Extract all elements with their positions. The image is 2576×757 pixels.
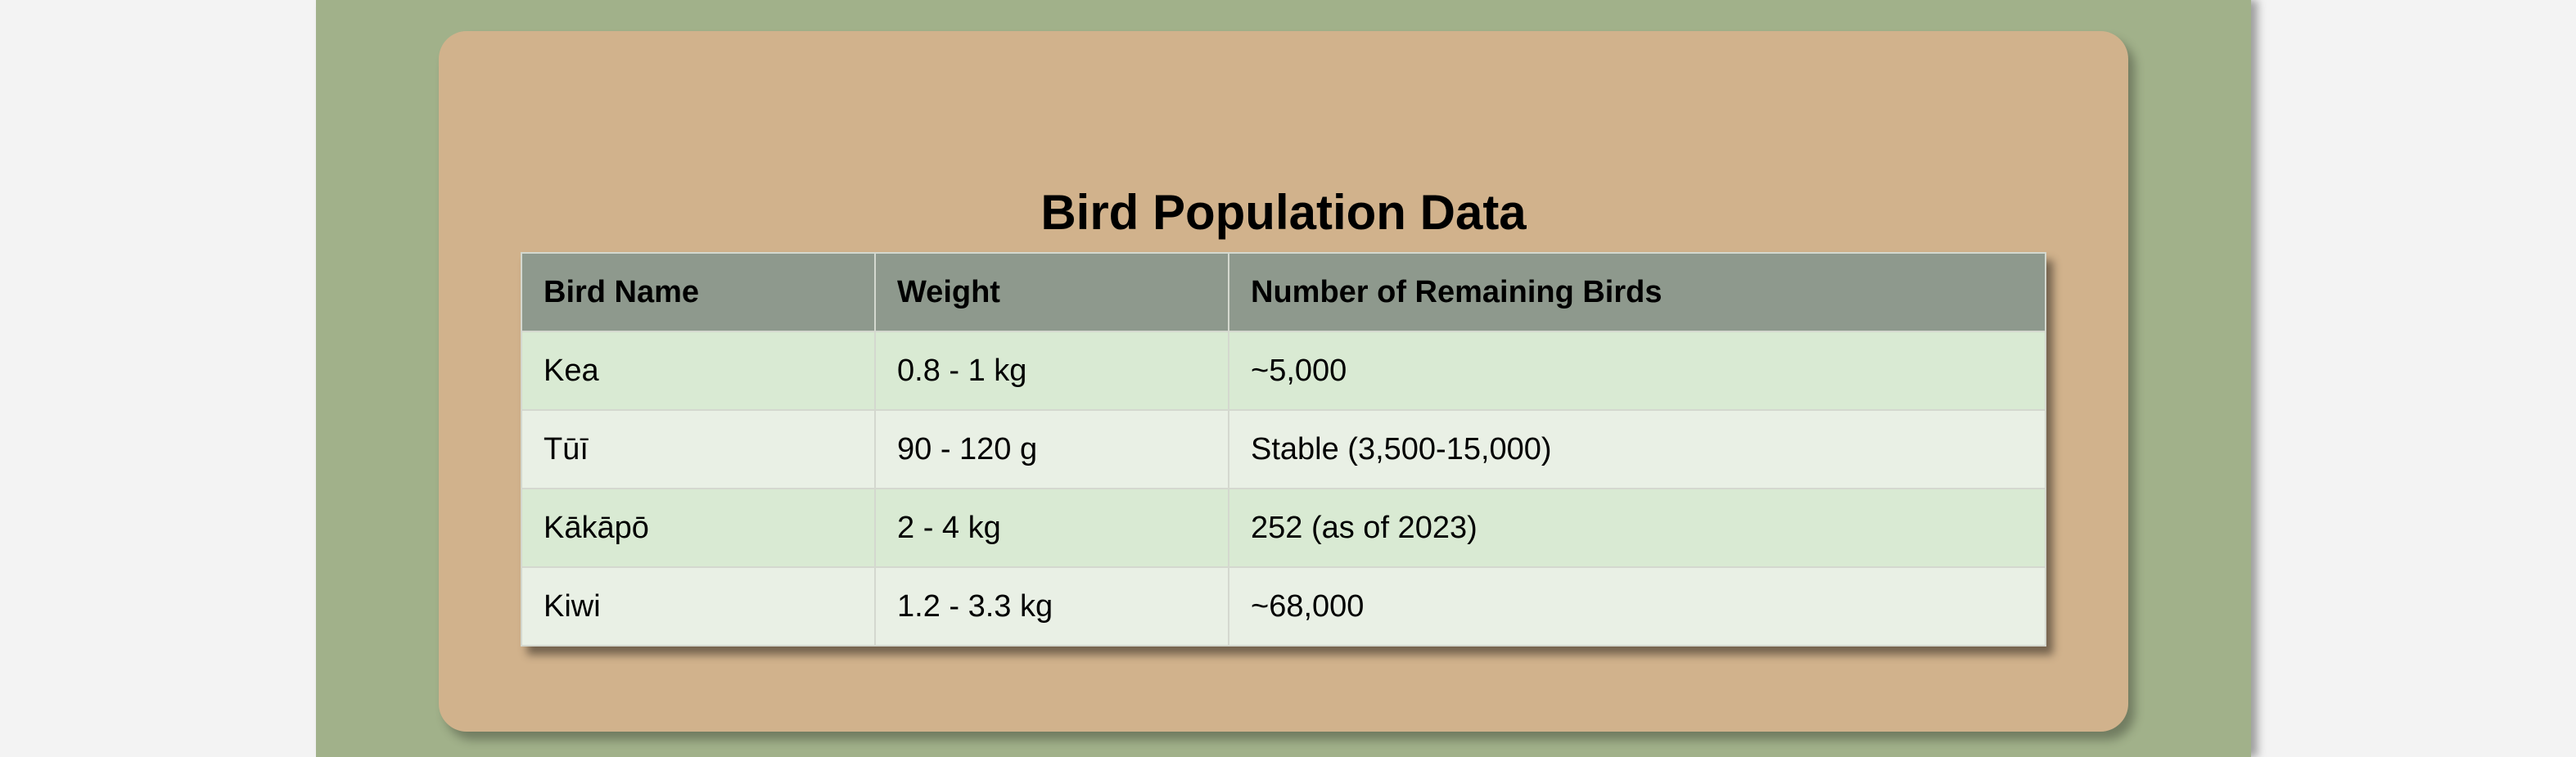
page-title: Bird Population Data [1040, 185, 1527, 240]
content-card: Bird Population Data Bird Name Weight Nu… [439, 31, 2128, 732]
cell-bird-name: Tūī [521, 409, 876, 489]
cell-remaining-birds: Stable (3,500-15,000) [1228, 409, 2046, 489]
cell-bird-name: Kiwi [521, 566, 876, 647]
table-row: Kea 0.8 - 1 kg ~5,000 [521, 331, 2046, 411]
cell-bird-name: Kea [521, 331, 876, 411]
cell-weight: 1.2 - 3.3 kg [874, 566, 1229, 647]
cell-weight: 90 - 120 g [874, 409, 1229, 489]
header-weight: Weight [874, 252, 1229, 332]
table-header-row: Bird Name Weight Number of Remaining Bir… [521, 252, 2046, 332]
table-row: Tūī 90 - 120 g Stable (3,500-15,000) [521, 409, 2046, 489]
header-remaining-birds: Number of Remaining Birds [1228, 252, 2046, 332]
cell-weight: 0.8 - 1 kg [874, 331, 1229, 411]
header-bird-name: Bird Name [521, 252, 876, 332]
cell-remaining-birds: ~68,000 [1228, 566, 2046, 647]
table-body: Kea 0.8 - 1 kg ~5,000 Tūī 90 - 120 g Sta… [521, 331, 2046, 647]
bird-population-table: Bird Name Weight Number of Remaining Bir… [521, 252, 2046, 647]
cell-remaining-birds: 252 (as of 2023) [1228, 488, 2046, 568]
cell-weight: 2 - 4 kg [874, 488, 1229, 568]
table-row: Kākāpō 2 - 4 kg 252 (as of 2023) [521, 488, 2046, 568]
table-header: Bird Name Weight Number of Remaining Bir… [521, 252, 2046, 332]
cell-bird-name: Kākāpō [521, 488, 876, 568]
table-row: Kiwi 1.2 - 3.3 kg ~68,000 [521, 566, 2046, 647]
page-column: Bird Population Data Bird Name Weight Nu… [316, 0, 2251, 757]
cell-remaining-birds: ~5,000 [1228, 331, 2046, 411]
